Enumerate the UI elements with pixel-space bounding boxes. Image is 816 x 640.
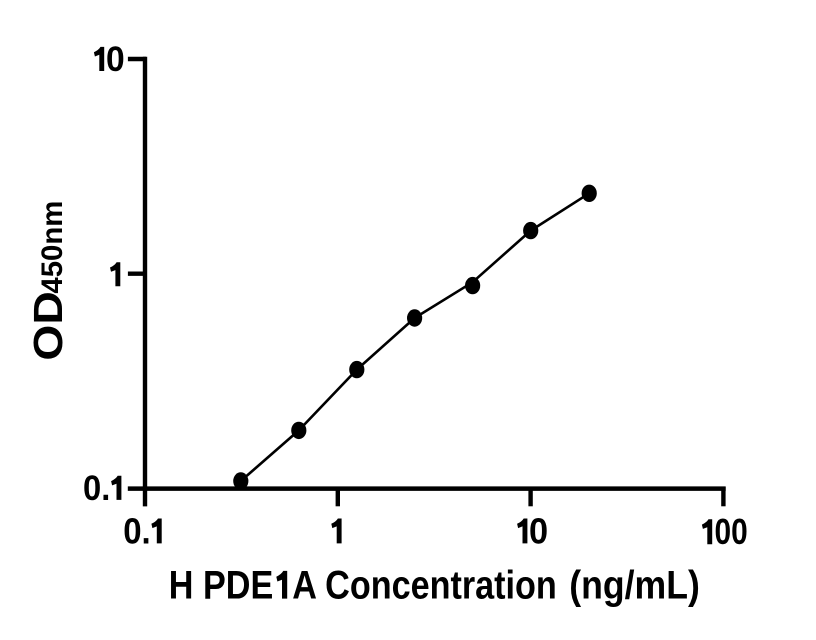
svg-text:0: 0 (106, 40, 125, 79)
svg-text:OD: OD (25, 291, 71, 360)
svg-text:(ng/mL): (ng/mL) (569, 564, 700, 608)
svg-text:H PDE1A Concentration: H PDE1A Concentration (169, 564, 557, 608)
svg-text:00: 00 (715, 511, 748, 552)
svg-text:0.: 0. (83, 469, 110, 508)
svg-text:0.: 0. (123, 510, 151, 551)
svg-text:450nm: 450nm (36, 201, 69, 294)
svg-text:0: 0 (529, 510, 548, 551)
